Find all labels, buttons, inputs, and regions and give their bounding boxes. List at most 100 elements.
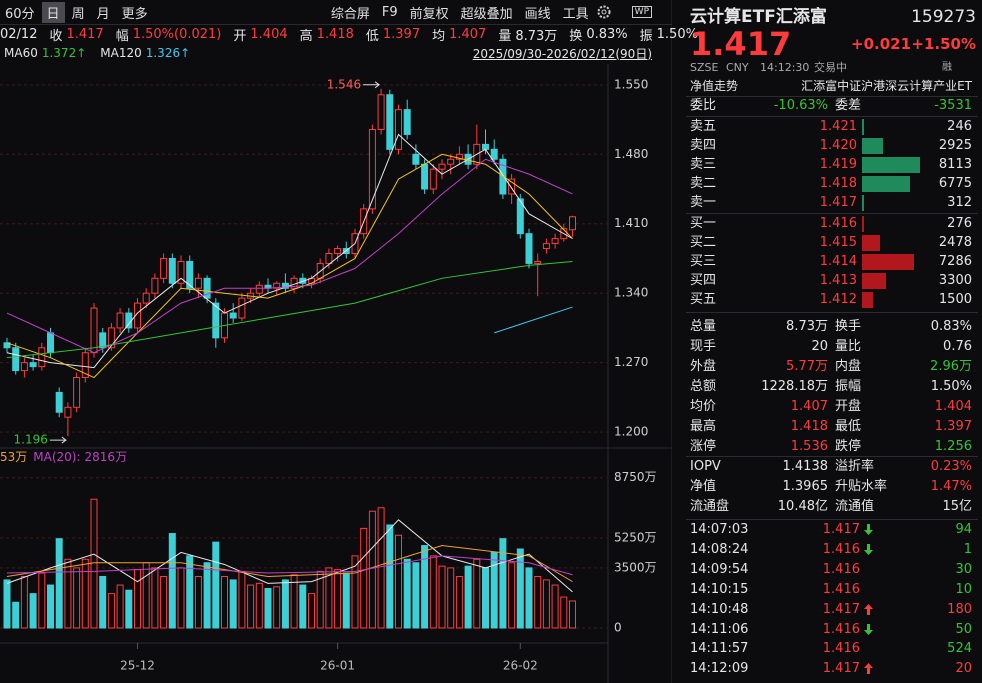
stat-label: 跌停 [835,439,862,454]
ma-line [6,133,573,369]
currency: CNY [726,61,749,74]
candle-body [569,216,576,231]
arrow-head [374,81,380,89]
nav-tab[interactable]: 净值走势 [690,79,739,93]
book-bar [862,292,873,308]
book-volume: 276 [947,216,972,231]
volume-bar [255,582,263,629]
tool-button[interactable]: 超级叠加 [460,6,513,22]
trade-direction-icon [864,663,873,675]
volume-bar [64,558,72,629]
divider [686,312,978,313]
info-bar: 02/12 收 1.417 幅 1.50%(0.021) 开 1.404 高 1.418 低 1.… [0,24,698,44]
candle-body [168,257,176,284]
candle-body [542,243,550,250]
extreme-label: 1.196 [14,433,48,447]
stat-value: 10.48亿 [777,499,828,514]
info-value: 1.417 [66,26,104,42]
candle-body [116,312,124,329]
book-volume: 7286 [938,254,972,269]
candle-body [516,198,524,235]
last-price: 1.417 [690,25,792,63]
volume-bar [134,569,141,629]
tool-button[interactable]: F9 [381,4,398,20]
info-value: 8.73万 [515,28,558,44]
period-tab[interactable]: 月 [96,6,110,22]
candle-body [386,94,394,150]
book-price: 1.412 [819,292,857,307]
info-label: 开 [233,28,247,44]
volume-bar [490,551,498,629]
ma-line [6,158,573,354]
date-range[interactable]: 2025/09/30-2026/02/12(90日) [472,46,652,61]
y-tick-label: 1.480 [614,147,648,161]
candle-body [525,233,533,264]
stat-label: 升贴水率 [835,479,888,494]
trade-price: 1.417 [822,522,860,537]
price-change-pct: +1.50% [911,35,976,53]
divider [686,96,978,97]
book-label: 买三 [690,254,717,269]
volume-bar [551,584,559,629]
volume-bar [238,570,246,629]
period-tab[interactable]: 60分 [5,6,35,22]
candle-body [160,257,168,279]
x-tick-label: 25-12 [120,659,155,673]
candle-body [395,109,402,150]
candle-body [334,248,342,255]
stat-value: 8.73万 [786,319,828,334]
trade-direction-icon [864,543,873,555]
period-tab[interactable]: 周 [71,6,85,22]
divider [686,519,978,520]
book-volume: 3300 [938,273,972,288]
arrow-shape [864,603,873,615]
book-price: 1.413 [819,273,857,288]
candle-body [412,153,420,165]
volume-bar [20,575,28,629]
exchange: SZSE [690,61,719,74]
stat-label: 最低 [835,419,862,434]
tool-button[interactable]: 前复权 [409,6,449,22]
volume-ma-value: 2816万 [85,450,128,464]
tool-button[interactable]: 综合屏 [330,6,370,22]
y-tick-label: 3500万 [614,560,657,574]
stat-value: 5.77万 [786,359,828,374]
divider [686,213,978,214]
book-bar [862,216,864,232]
book-bar [862,138,883,154]
candle-body [90,307,98,354]
trade-price: 1.416 [822,541,860,557]
book-volume: 8113 [938,157,972,172]
volume-bar [534,575,542,629]
book-volume: 246 [947,119,972,134]
period-tab[interactable]: 更多 [121,6,148,22]
y-tick-label: 5250万 [614,530,657,544]
tool-button[interactable]: 画线 [524,6,551,22]
volume-bar [351,555,359,629]
volume-legend: 53万 MA(20): 2816万 [0,450,127,464]
stat-label: 委比 [690,98,717,113]
volume-bar [290,574,298,629]
trade-volume: 180 [947,601,972,617]
stat-value: 1.536 [790,439,828,454]
trade-price: 1.417 [822,661,860,677]
book-price: 1.418 [819,176,857,191]
trade-volume: 1 [963,541,972,557]
x-tick-label: 26-01 [320,659,355,673]
candle-body [229,312,237,319]
volume-bar [525,567,533,629]
candle-body [212,302,220,339]
trade-direction-icon [864,603,873,615]
candle-body [377,94,385,130]
settings-icon[interactable] [596,4,612,20]
stat-value: 2.96万 [930,359,972,374]
volume-bar [334,569,342,629]
candle-body [421,163,429,190]
tool-button[interactable]: 工具 [562,6,589,22]
trade-time: 14:08:24 [690,541,749,557]
badge[interactable]: WP [631,6,652,18]
arrow-shape [864,524,873,535]
period-tab[interactable]: 日 [41,1,65,23]
arrow-shape [864,543,873,555]
trade-time: 14:09:54 [690,561,749,577]
